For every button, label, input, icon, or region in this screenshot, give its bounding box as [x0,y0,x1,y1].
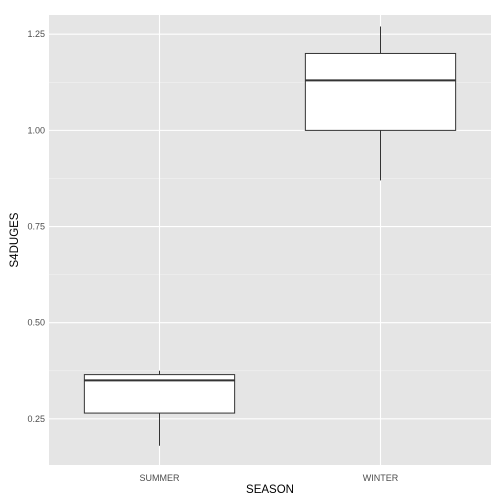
y-tick-label: 0.25 [27,414,45,424]
box-group [83,26,457,446]
y-axis-title: S4DUGES [9,212,21,267]
x-axis-title: SEASON [246,484,294,496]
box-summer [83,370,236,446]
y-tick-label: 0.50 [27,318,45,328]
box-iqr [304,52,457,131]
grid-minor [49,82,491,372]
x-tick-labels: SUMMER WINTER [140,473,399,483]
x-tick-label: SUMMER [140,473,180,483]
x-tick-label: WINTER [363,473,399,483]
box-winter [304,26,457,181]
y-tick-label: 1.00 [27,125,45,135]
y-tick-label: 0.75 [27,222,45,232]
y-tick-label: 1.25 [27,29,45,39]
y-tick-labels: 0.25 0.50 0.75 1.00 1.25 [27,29,45,424]
